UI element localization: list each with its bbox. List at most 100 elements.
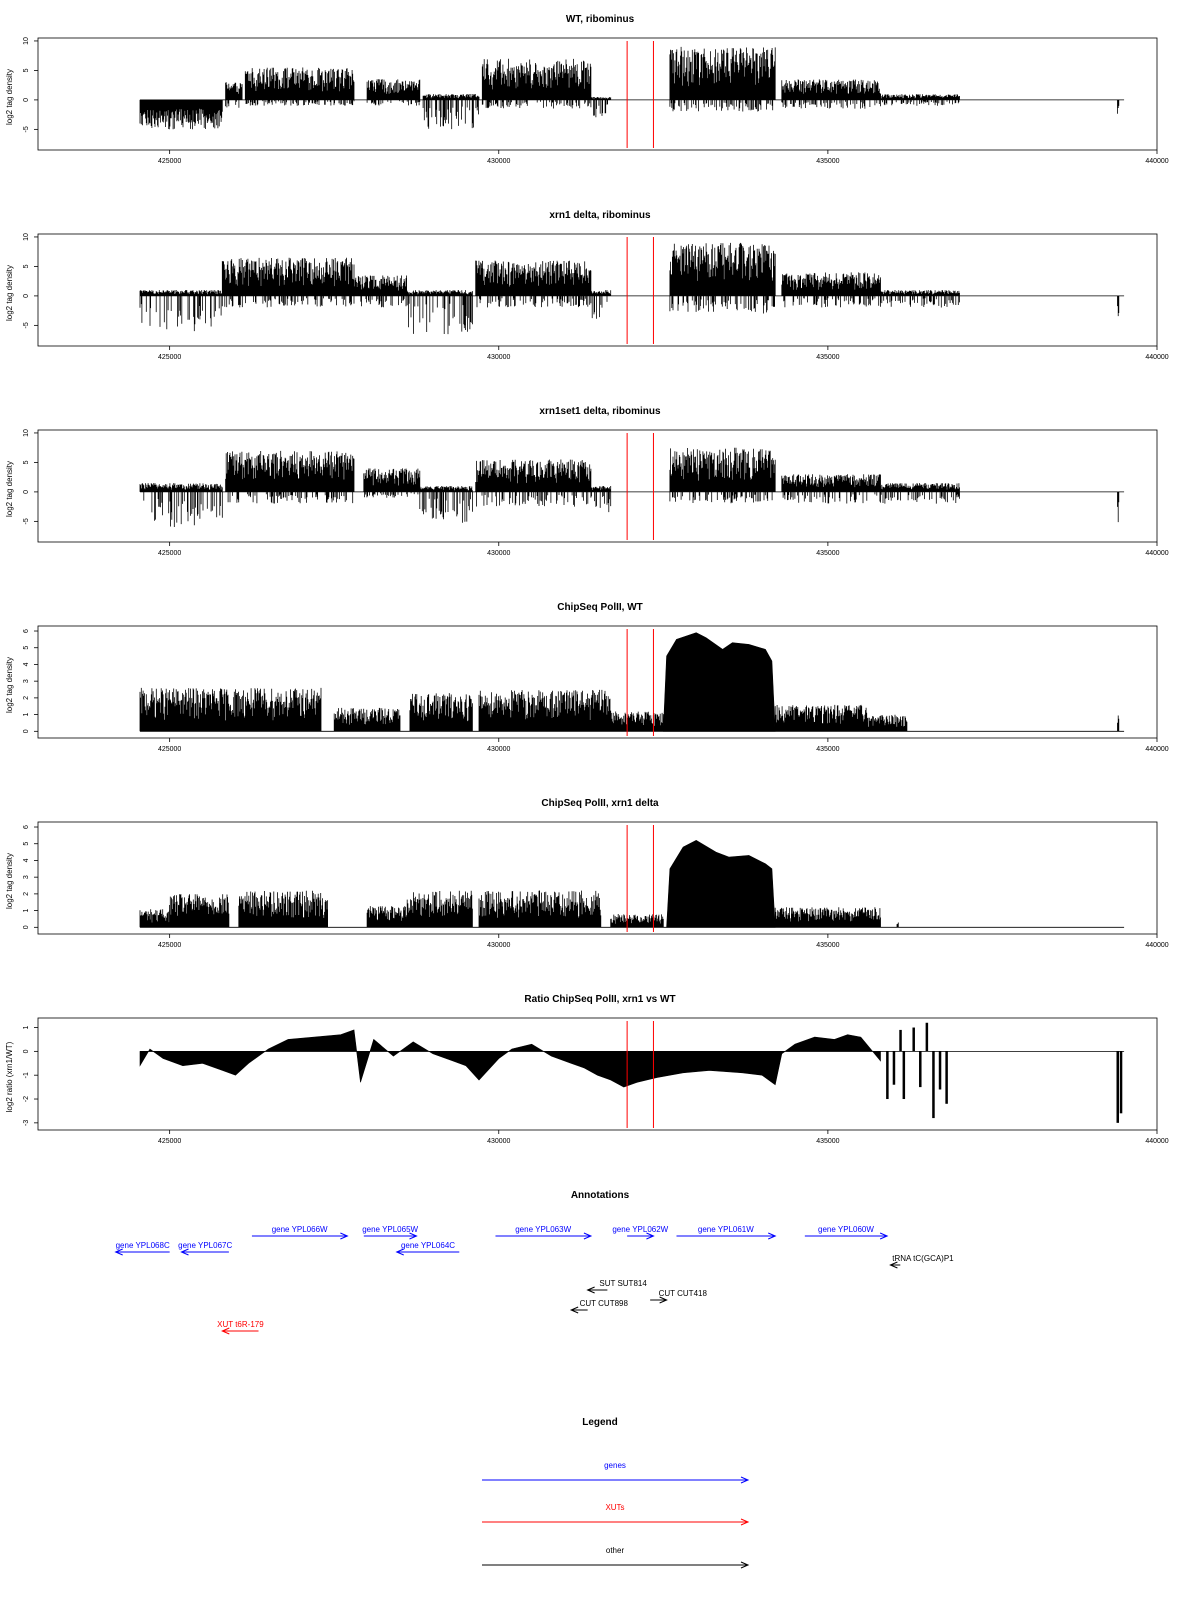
y-axis-label: log2 tag density: [5, 657, 14, 713]
y-tick-label: 5: [23, 264, 30, 268]
signal-segment-5: [610, 711, 664, 732]
arrowhead-icon: [114, 1248, 123, 1256]
annotation-label: XUT t6R-179: [217, 1320, 264, 1329]
annotation-label: gene YPL066W: [272, 1225, 328, 1234]
signal-segment-9: [880, 483, 960, 504]
arrowhead-icon: [740, 1476, 750, 1484]
y-tick-label: 3: [23, 875, 30, 879]
signal-bars: [1117, 715, 1120, 732]
y-tick-label: 1: [23, 909, 30, 913]
y-tick-label: 1: [23, 1025, 30, 1029]
signal-bars: [478, 689, 612, 732]
ratio-spike: [932, 1051, 935, 1119]
annotation-label: gene YPL064C: [401, 1241, 455, 1250]
signal-segment-4: [366, 79, 421, 106]
annotation-item: gene YPL064C: [395, 1241, 460, 1256]
x-tick-label: 430000: [487, 1138, 510, 1145]
signal-segment-10: [1117, 491, 1120, 523]
panel-title: ChipSeq PolII, xrn1 delta: [541, 798, 659, 809]
legend: Legend genes XUTs other: [482, 1417, 750, 1569]
panel-title: xrn1set1 delta, ribominus: [539, 406, 661, 417]
y-tick-label: 0: [23, 729, 30, 733]
signal-bars: [781, 272, 881, 308]
signal-segment-2: [333, 707, 401, 732]
y-tick-label: 2: [23, 696, 30, 700]
arrowhead-icon: [395, 1248, 404, 1256]
signal-bars: [169, 894, 230, 928]
y-tick-label: 10: [23, 429, 30, 437]
signal-bars: [867, 714, 908, 732]
annotation-label: gene YPL060W: [818, 1225, 874, 1234]
annotations-panel: Annotations gene YPL068C gene YPL067C gene …: [114, 1190, 954, 1335]
signal-segment-1: [139, 687, 322, 732]
arrowhead-icon: [889, 1261, 898, 1269]
panel-title: xrn1 delta, ribominus: [549, 210, 651, 221]
plot-frame: [37, 1017, 1158, 1131]
annotation-label: CUT CUT418: [659, 1289, 708, 1298]
panel-title: WT, ribominus: [566, 14, 635, 25]
signal-segment-2: [169, 894, 230, 928]
arrowhead-icon: [740, 1518, 750, 1526]
annotation-label: tRNA tC(GCA)P1: [892, 1254, 954, 1263]
annotation-item: gene YPL063W: [495, 1225, 593, 1240]
signal-bars: [1117, 295, 1120, 317]
signal-segment-3: [409, 693, 473, 732]
signal-bars: [774, 704, 868, 732]
x-tick-label: 430000: [487, 550, 510, 557]
ratio-spike: [912, 1027, 915, 1052]
annotation-item: gene YPL062W: [612, 1225, 669, 1240]
arrowhead-icon: [409, 1232, 418, 1240]
arrowhead-icon: [646, 1232, 655, 1240]
annotation-item: CUT CUT898: [569, 1299, 629, 1314]
ratio-spike: [945, 1051, 948, 1104]
ratio-spike: [919, 1051, 922, 1088]
panel-title: Ratio ChipSeq PolII, xrn1 vs WT: [524, 994, 675, 1005]
arrowhead-icon: [180, 1248, 189, 1256]
x-tick-label: 425000: [158, 354, 181, 361]
y-tick-label: 0: [23, 490, 30, 494]
signal-bars: [366, 906, 407, 928]
signal-segment-1: [139, 909, 170, 928]
annotation-label: CUT CUT898: [580, 1299, 629, 1308]
ratio-spike: [925, 1022, 929, 1052]
annotation-item: SUT SUT814: [586, 1279, 647, 1294]
arrowhead-icon: [221, 1327, 230, 1335]
ratio-spike: [1116, 1051, 1120, 1123]
signal-bars: [475, 459, 592, 507]
x-tick-label: 430000: [487, 746, 510, 753]
y-tick-label: -3: [23, 1120, 30, 1126]
y-axis-label: log2 tag density: [5, 69, 14, 125]
y-tick-label: 5: [23, 842, 30, 846]
y-tick-label: -1: [23, 1072, 30, 1078]
signal-segment-4: [406, 290, 473, 335]
signal-bars: [244, 67, 355, 106]
y-tick-label: 5: [23, 646, 30, 650]
panel-title: ChipSeq PolII, WT: [557, 602, 643, 613]
ratio-spike: [1119, 1051, 1123, 1114]
signal-segment-2: [225, 82, 243, 108]
signal-segment-8: [781, 474, 881, 504]
y-tick-label: 0: [23, 925, 30, 929]
signal-segment-5: [422, 94, 480, 130]
y-tick-label: 3: [23, 679, 30, 683]
plot-frame: [37, 821, 1158, 935]
annotations-title: Annotations: [571, 1190, 630, 1201]
x-tick-label: 430000: [487, 354, 510, 361]
chart-panel-2: xrn1 delta, ribominus log2 tag density -5 0…: [5, 210, 1169, 361]
signal-bars: [880, 94, 960, 106]
signal-bars: [139, 687, 322, 732]
x-tick-label: 435000: [816, 354, 839, 361]
arrowhead-icon: [768, 1232, 777, 1240]
y-tick-label: 0: [23, 98, 30, 102]
legend-title: Legend: [582, 1417, 618, 1428]
y-axis-label: log2 tag density: [5, 265, 14, 321]
signal-bars: [880, 290, 960, 308]
plot-frame: [37, 429, 1158, 543]
y-tick-label: -2: [23, 1096, 30, 1102]
x-tick-label: 440000: [1145, 1138, 1168, 1145]
x-tick-label: 435000: [816, 746, 839, 753]
signal-bars: [139, 290, 223, 332]
signal-bars: [422, 94, 480, 130]
y-axis-label: log2 tag density: [5, 461, 14, 517]
y-tick-label: 4: [23, 858, 30, 862]
